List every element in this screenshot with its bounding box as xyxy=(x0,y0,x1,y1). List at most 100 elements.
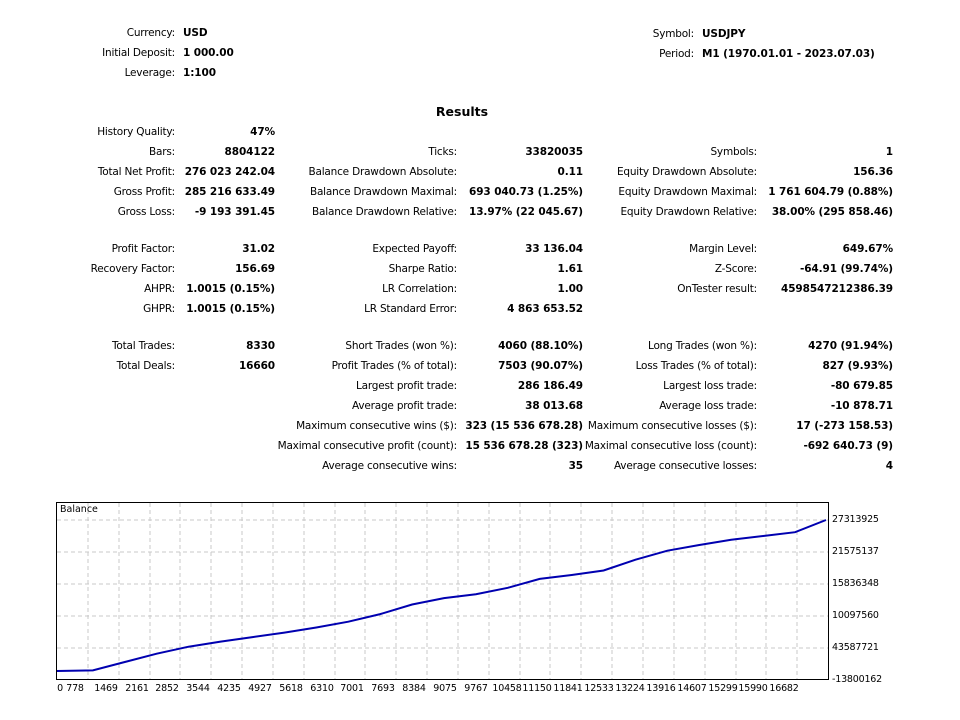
stat-value: 38.00% (295 858.46) xyxy=(771,206,893,218)
stat-value: 33820035 xyxy=(525,146,583,158)
balance-chart-plot xyxy=(57,503,828,679)
header-left-field-label: Leverage: xyxy=(124,67,176,79)
stat-value: -64.91 (99.74%) xyxy=(799,263,893,275)
stat-label: LR Standard Error: xyxy=(364,303,457,315)
x-tick-label: 2852 xyxy=(155,683,179,694)
x-tick-label: 16682 xyxy=(769,683,799,694)
x-tick-label: 7001 xyxy=(340,683,364,694)
stat-value: 649.67% xyxy=(842,243,893,255)
stat-label: Equity Drawdown Relative: xyxy=(620,206,757,218)
x-tick-label: 15299 xyxy=(708,683,738,694)
stat-value: 47% xyxy=(250,126,275,138)
stat-label: Balance Drawdown Maximal: xyxy=(309,186,457,198)
stat-label: Symbols: xyxy=(710,146,757,158)
balance-line xyxy=(57,519,827,672)
stat-value: 4 xyxy=(885,460,893,472)
stat-label: Average loss trade: xyxy=(659,400,757,412)
stat-value: 1.61 xyxy=(557,263,583,275)
stat-label: Short Trades (won %): xyxy=(345,340,457,352)
stat-label: Maximum consecutive wins ($): xyxy=(296,420,457,432)
stat-label: Average profit trade: xyxy=(351,400,457,412)
x-tick-label: 2161 xyxy=(125,683,149,694)
stat-value: 156.36 xyxy=(853,166,893,178)
x-tick-label: 15990 xyxy=(738,683,768,694)
y-tick-label: -13800162 xyxy=(832,674,882,685)
stat-value: 33 136.04 xyxy=(525,243,583,255)
y-tick-label: 27313925 xyxy=(832,514,879,525)
stat-label: Balance Drawdown Absolute: xyxy=(308,166,457,178)
stat-label: Average consecutive losses: xyxy=(613,460,757,472)
stat-value: 8804122 xyxy=(224,146,276,158)
x-tick-label: 11150 xyxy=(522,683,552,694)
stat-value: 285 216 633.49 xyxy=(184,186,275,198)
x-tick-label: 778 xyxy=(66,683,84,694)
stat-value: 1 761 604.79 (0.88%) xyxy=(768,186,893,198)
x-tick-label: 0 xyxy=(57,683,63,694)
stat-value: 276 023 242.04 xyxy=(184,166,275,178)
stat-label: AHPR: xyxy=(144,283,175,295)
header-left-field-value: 1:100 xyxy=(183,67,216,79)
x-tick-label: 7693 xyxy=(371,683,395,694)
stat-label: Ticks: xyxy=(428,146,457,158)
stat-label: Expected Payoff: xyxy=(372,243,457,255)
stat-label: Z-Score: xyxy=(714,263,757,275)
x-tick-label: 13224 xyxy=(615,683,645,694)
stat-label: Gross Profit: xyxy=(113,186,175,198)
header-left-field-label: Currency: xyxy=(126,27,175,39)
stat-value: 827 (9.93%) xyxy=(822,360,894,372)
balance-chart xyxy=(56,502,829,680)
stat-label: Loss Trades (% of total): xyxy=(635,360,758,372)
stat-value: 156.69 xyxy=(235,263,275,275)
stat-value: 17 (-273 158.53) xyxy=(796,420,893,432)
stat-value: 0.11 xyxy=(557,166,583,178)
stat-label: Margin Level: xyxy=(689,243,757,255)
header-right-field-label: Period: xyxy=(659,48,694,60)
stat-value: 693 040.73 (1.25%) xyxy=(469,186,583,198)
stat-label: Maximal consecutive profit (count): xyxy=(277,440,458,452)
x-tick-label: 13916 xyxy=(646,683,676,694)
stat-label: Recovery Factor: xyxy=(90,263,176,275)
stat-label: Long Trades (won %): xyxy=(647,340,757,352)
stat-label: Bars: xyxy=(149,146,175,158)
stat-value: 1.0015 (0.15%) xyxy=(186,303,275,315)
stat-label: Average consecutive wins: xyxy=(322,460,457,472)
y-tick-label: 10097560 xyxy=(832,610,879,621)
stat-value: 286 186.49 xyxy=(517,380,583,392)
stat-label: Total Deals: xyxy=(116,360,176,372)
stat-label: Maximal consecutive loss (count): xyxy=(584,440,757,452)
stat-value: 4598547212386.39 xyxy=(781,283,893,295)
stat-label: Largest profit trade: xyxy=(355,380,457,392)
stat-value: -80 679.85 xyxy=(830,380,893,392)
stat-value: 35 xyxy=(568,460,584,472)
stat-value: 15 536 678.28 (323) xyxy=(465,440,583,452)
stat-label: GHPR: xyxy=(143,303,175,315)
header-right-field-value: M1 (1970.01.01 - 2023.07.03) xyxy=(702,48,875,60)
header-left-field-value: USD xyxy=(183,27,208,39)
stat-value: 4060 (88.10%) xyxy=(498,340,583,352)
header-left-field-value: 1 000.00 xyxy=(183,47,234,59)
x-tick-label: 8384 xyxy=(402,683,426,694)
x-tick-label: 14607 xyxy=(677,683,707,694)
stat-label: History Quality: xyxy=(97,126,175,138)
x-tick-label: 10458 xyxy=(492,683,522,694)
stat-value: 16660 xyxy=(238,360,275,372)
x-tick-label: 1469 xyxy=(94,683,118,694)
x-tick-label: 6310 xyxy=(310,683,334,694)
header-left-field-label: Initial Deposit: xyxy=(102,47,175,59)
stat-label: Total Net Profit: xyxy=(97,166,175,178)
stat-label: Total Trades: xyxy=(111,340,175,352)
x-tick-label: 9075 xyxy=(433,683,457,694)
x-tick-label: 3544 xyxy=(186,683,210,694)
stat-label: OnTester result: xyxy=(677,283,757,295)
stat-value: 323 (15 536 678.28) xyxy=(465,420,583,432)
y-tick-label: 43587721 xyxy=(832,642,879,653)
x-tick-label: 4927 xyxy=(248,683,272,694)
stat-value: 7503 (90.07%) xyxy=(498,360,583,372)
stat-value: 8330 xyxy=(246,340,275,352)
y-tick-label: 15836348 xyxy=(832,578,879,589)
stat-value: 1.00 xyxy=(557,283,583,295)
chart-title: Balance xyxy=(60,504,98,515)
stat-value: 4 863 653.52 xyxy=(507,303,583,315)
stat-label: Largest loss trade: xyxy=(663,380,757,392)
x-tick-label: 11841 xyxy=(553,683,583,694)
